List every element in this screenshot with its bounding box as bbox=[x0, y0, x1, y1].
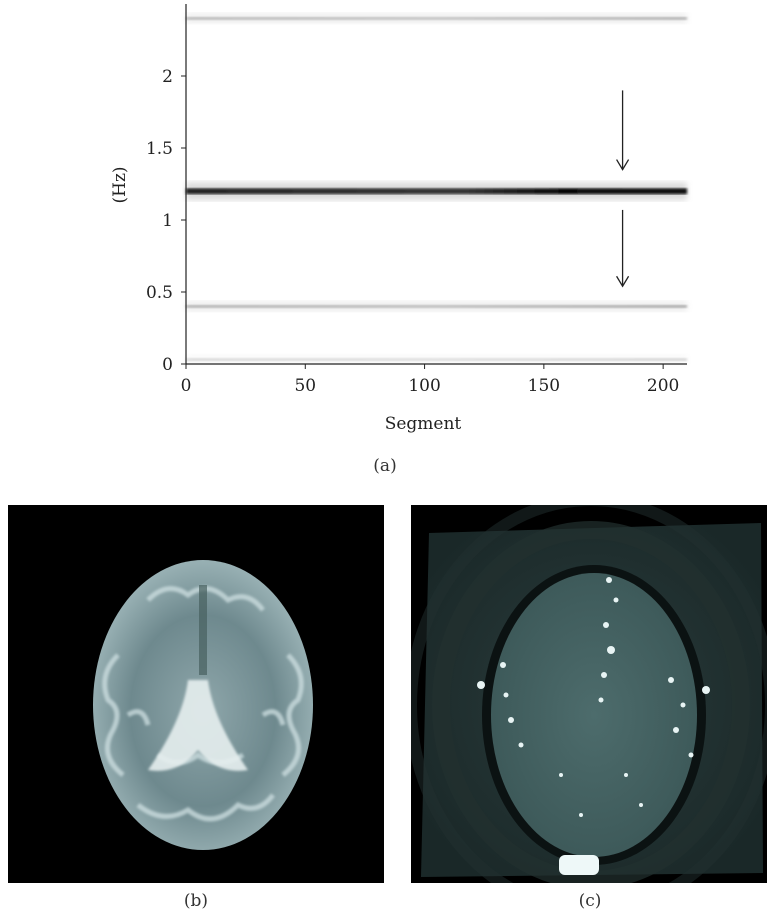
y-tick-label: 1 bbox=[162, 211, 173, 231]
y-axis-title: (Hz) bbox=[110, 166, 130, 203]
brain-scan-b-icon bbox=[93, 560, 313, 850]
panel-a-caption: (a) bbox=[373, 456, 397, 476]
x-tick-label: 200 bbox=[647, 376, 679, 396]
spectral-line bbox=[186, 182, 687, 201]
x-tick-label: 0 bbox=[181, 376, 192, 396]
panel-c-mri-image bbox=[411, 505, 767, 883]
spectral-line bbox=[186, 354, 687, 365]
brain-scan-c-icon bbox=[411, 505, 767, 883]
y-tick-label: 0 bbox=[162, 355, 173, 375]
x-tick-label: 50 bbox=[294, 376, 316, 396]
x-tick-label: 100 bbox=[408, 376, 440, 396]
spectral-line bbox=[186, 13, 687, 24]
panel-b-caption: (b) bbox=[183, 891, 209, 911]
y-tick-label: 2 bbox=[162, 67, 173, 87]
x-tick-label: 150 bbox=[528, 376, 560, 396]
x-axis-title: Segment bbox=[385, 414, 462, 434]
panel-b-mri-image bbox=[8, 505, 384, 883]
y-tick-label: 0.5 bbox=[146, 283, 173, 303]
spectral-line bbox=[186, 301, 687, 312]
panel-c-caption: (c) bbox=[578, 891, 602, 911]
arrow-down-icon bbox=[616, 209, 630, 288]
arrow-down-icon bbox=[616, 90, 630, 171]
y-tick-label: 1.5 bbox=[146, 139, 173, 159]
